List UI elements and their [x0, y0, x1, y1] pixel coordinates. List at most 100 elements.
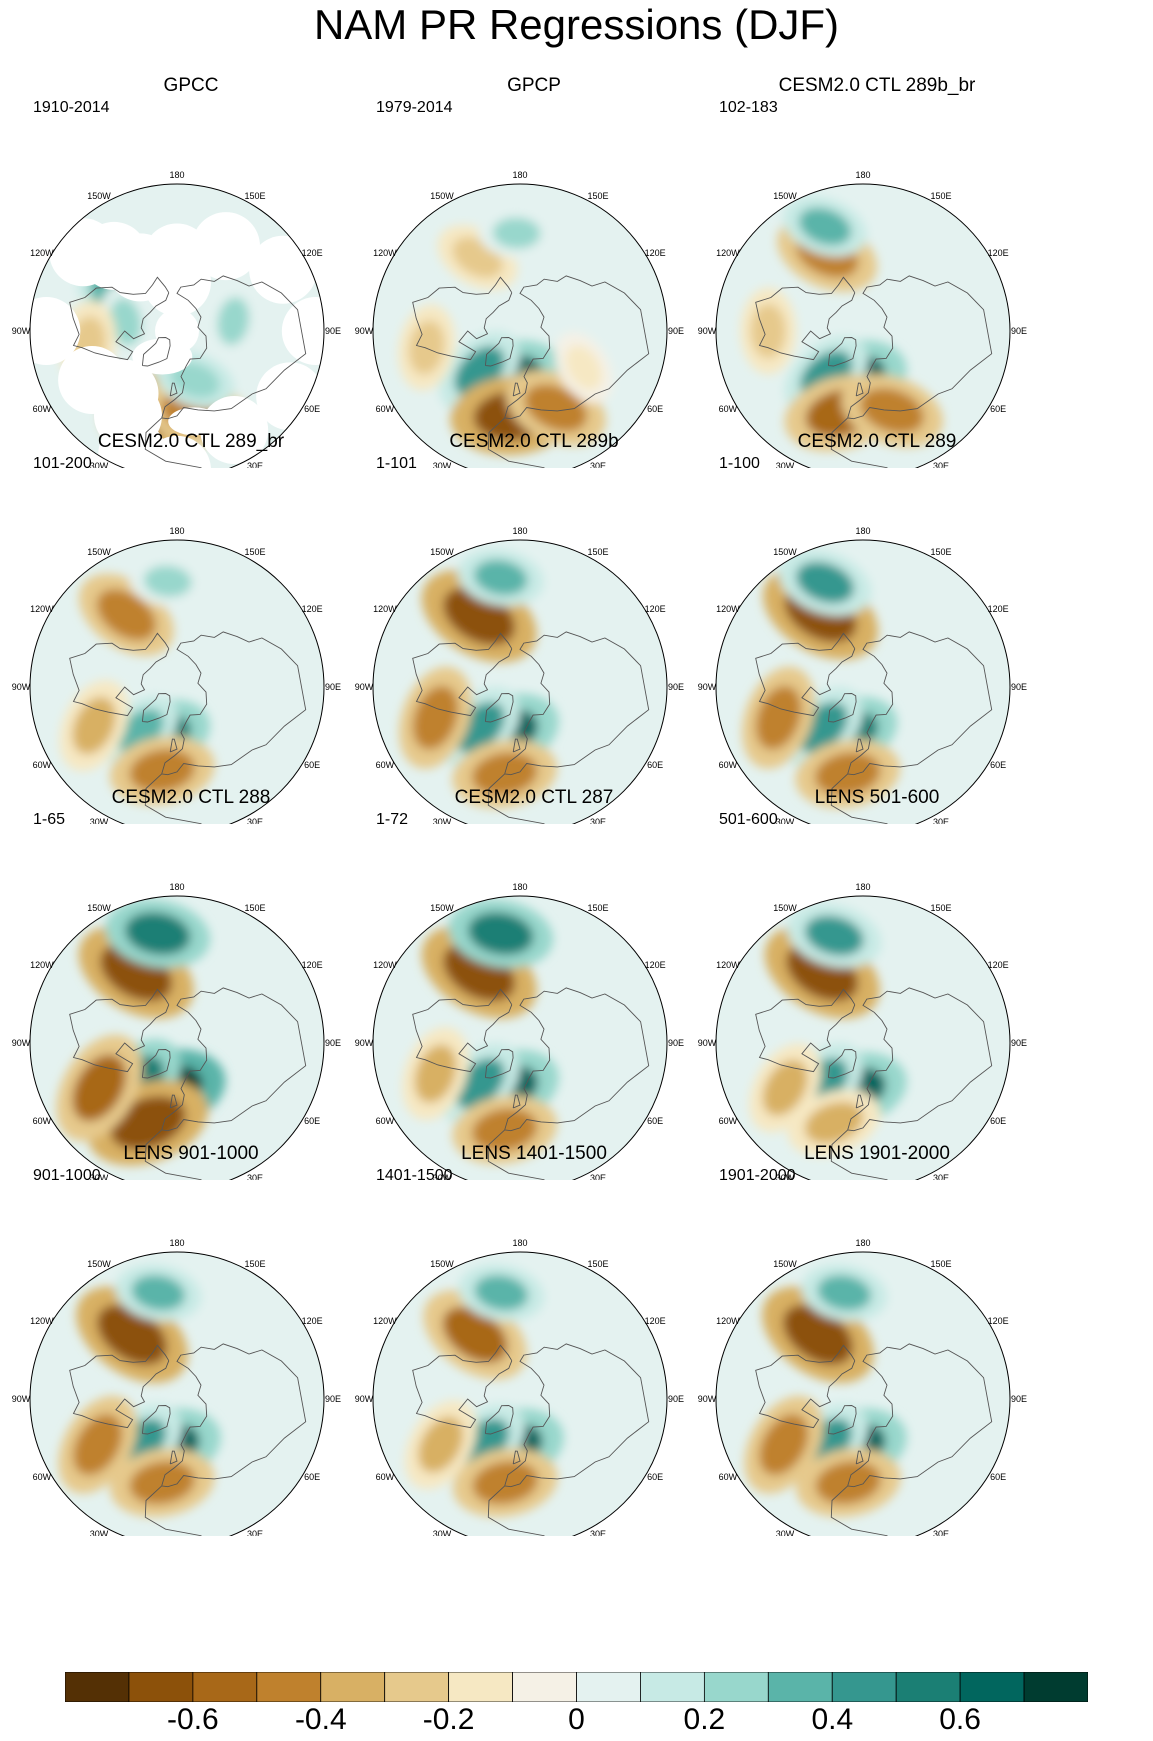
lon-label: 120E — [645, 960, 666, 970]
lon-label: 120E — [302, 604, 323, 614]
coastline — [830, 417, 889, 468]
lon-label: 90E — [1011, 1038, 1027, 1048]
anomaly-center — [72, 1054, 126, 1122]
lon-label: 30W — [433, 1529, 452, 1536]
lon-label: 60W — [719, 1116, 738, 1126]
colorbar-swatch — [767, 1672, 833, 1702]
polar-map: 180150E120E90E60E30E030W60W90W120W150W — [12, 526, 341, 824]
coastline — [169, 738, 178, 753]
coastline — [512, 1450, 521, 1465]
coastline — [504, 1343, 650, 1488]
lon-label: 120E — [988, 1316, 1009, 1326]
lon-label: 30E — [590, 461, 606, 468]
colorbar-swatch — [512, 1672, 577, 1702]
lon-label: 90W — [698, 682, 717, 692]
coastline — [855, 1094, 864, 1109]
lon-label: 120E — [302, 1316, 323, 1326]
colorbar-swatch — [1023, 1672, 1088, 1702]
lon-label: 60W — [719, 1472, 738, 1482]
panel-title: LENS 1901-2000 — [804, 1143, 950, 1164]
lon-label: 60E — [304, 760, 320, 770]
lon-label: 60W — [33, 1472, 52, 1482]
coastline — [484, 1049, 514, 1079]
coastline — [855, 382, 864, 397]
coastline — [69, 276, 170, 361]
coastline — [484, 337, 514, 367]
map-panel: LENS 901-1000 901-1000 180 150E 120E 90E 60E 30… — [0, 1142, 382, 1536]
coastline — [487, 773, 546, 824]
map-panel: CESM2.0 CTL 289 1-100 180 150E 120E 90E 60E 30E… — [686, 430, 1068, 824]
coastline — [847, 987, 993, 1132]
colorbar-tick-label: 0.4 — [811, 1703, 854, 1736]
panel-period: 101-200 — [33, 455, 92, 472]
polar-map: 180150E120E90E60E30E030W60W90W120W150W — [355, 526, 684, 824]
lon-label: 90W — [698, 326, 717, 336]
anomaly-center — [805, 1102, 863, 1144]
anomaly-center — [783, 1304, 853, 1365]
coastline — [412, 276, 513, 361]
lon-label: 120W — [716, 960, 740, 970]
anomaly-center — [217, 297, 250, 345]
coastline — [755, 988, 856, 1073]
panel-period: 1901-2000 — [719, 1167, 796, 1184]
lon-label: 60W — [376, 1472, 395, 1482]
anomaly-center — [817, 1275, 872, 1311]
lon-label: 60E — [990, 1116, 1006, 1126]
panel-period: 1-72 — [376, 811, 409, 828]
panel-period: 901-1000 — [33, 1167, 101, 1184]
coastline — [512, 738, 521, 753]
map-border — [29, 895, 325, 1180]
coastline — [484, 1405, 514, 1435]
panel-title: CESM2.0 CTL 289b — [449, 431, 619, 452]
lon-label: 60W — [376, 1116, 395, 1126]
anomaly-center — [474, 1275, 529, 1311]
coastline — [144, 1129, 203, 1180]
coastline — [144, 1485, 203, 1536]
coastline — [755, 1344, 856, 1429]
anomaly-center — [73, 1414, 123, 1476]
lon-label: 30W — [90, 817, 109, 824]
map-border — [29, 1251, 325, 1536]
polar-map: 180150E120E90E60E30E030W60W90W120W150W — [12, 1238, 341, 1536]
lon-label: 90E — [1011, 326, 1027, 336]
coastline — [755, 276, 856, 361]
coastline — [412, 632, 513, 717]
anomaly-center — [131, 1275, 186, 1311]
colorbar-tick-label: -0.4 — [294, 1703, 347, 1736]
lon-label: 150W — [430, 903, 454, 913]
anomaly-center — [804, 915, 864, 956]
anomaly-center — [412, 685, 459, 750]
polar-map: 180150E120E90E60E30E030W60W90W120W150W — [698, 526, 1027, 824]
lon-label: 150E — [587, 547, 608, 557]
lon-label: 180 — [855, 882, 870, 892]
lon-label: 150E — [930, 547, 951, 557]
lon-label: 60W — [376, 760, 395, 770]
coastline — [144, 417, 203, 468]
lon-label: 90W — [355, 326, 374, 336]
coastline — [755, 632, 856, 717]
lon-label: 60W — [33, 404, 52, 414]
lon-label: 90W — [12, 1038, 31, 1048]
coastline — [141, 1405, 171, 1435]
lon-label: 30E — [247, 1173, 263, 1180]
lon-label: 90W — [355, 682, 374, 692]
lon-label: 60E — [647, 760, 663, 770]
lon-label: 30W — [90, 461, 109, 468]
colorbar-tick-label: 0.6 — [939, 1703, 981, 1736]
lon-label: 150E — [587, 903, 608, 913]
coastline — [69, 1344, 170, 1429]
lon-label: 60W — [719, 760, 738, 770]
coastline — [830, 773, 889, 824]
map-border — [715, 539, 1011, 824]
lon-label: 180 — [855, 526, 870, 536]
map-panel: CESM2.0 CTL 289b 1-101 180 150E 120E 90E 60E 30… — [343, 430, 725, 824]
coastline — [161, 987, 307, 1132]
coastline — [487, 417, 546, 468]
coastline — [827, 1405, 857, 1435]
lon-label: 90W — [698, 1394, 717, 1404]
lon-label: 120W — [716, 604, 740, 614]
panel-period: 1910-2014 — [33, 99, 110, 116]
coastline — [141, 1049, 171, 1079]
coastline — [827, 1049, 857, 1079]
